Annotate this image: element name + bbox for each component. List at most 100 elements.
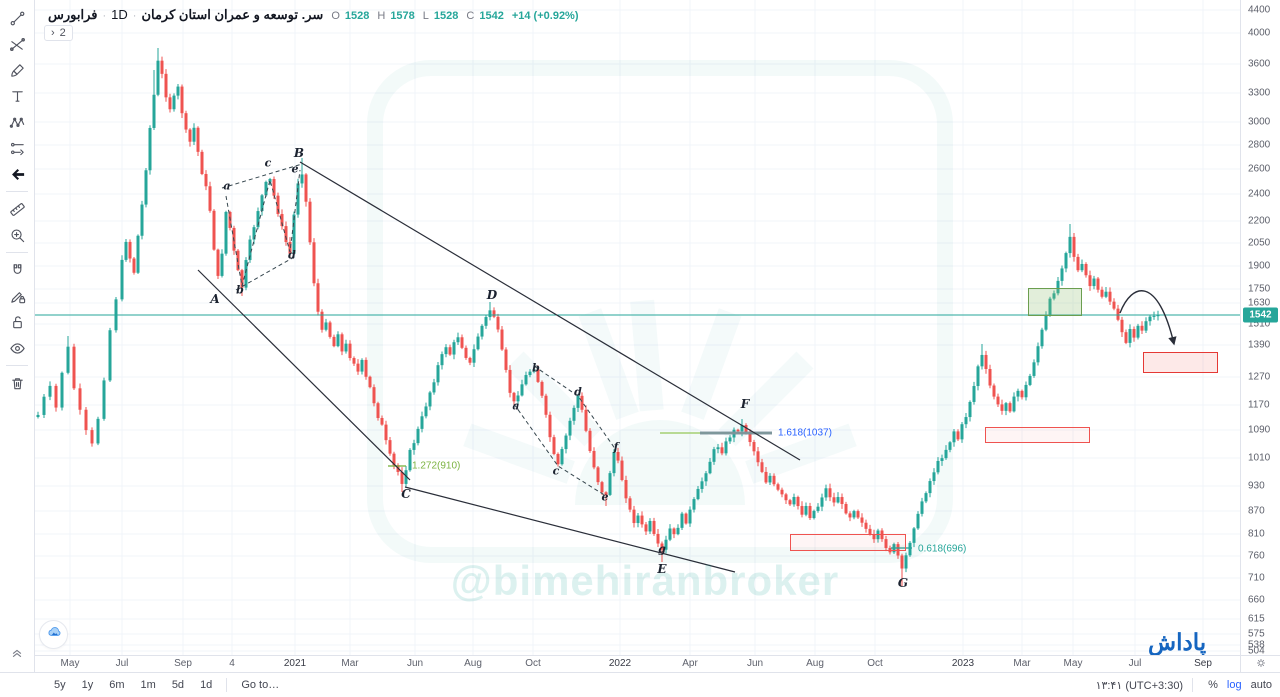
- time-tick: 2021: [283, 658, 307, 669]
- indicators-collapsed-chip[interactable]: › 2: [44, 25, 73, 41]
- price-tick: 3000: [1248, 116, 1271, 128]
- time-tick: May: [60, 658, 80, 669]
- padash-logo: پاداش: [1148, 629, 1207, 655]
- fib-tools-icon[interactable]: [3, 31, 31, 57]
- change-value: +14 (+0.92%): [511, 10, 579, 22]
- toolbar-divider: [6, 252, 28, 253]
- price-tick: 615: [1248, 613, 1265, 625]
- price-axis[interactable]: 4400 4000 3600 3300 3000 2800 2600 2400 2200 2050…: [1240, 0, 1280, 657]
- price-tick: 1270: [1248, 371, 1271, 383]
- price-tick: 1170: [1248, 399, 1270, 411]
- open-label: O: [331, 10, 340, 22]
- gear-icon[interactable]: [1255, 656, 1267, 674]
- price-tick: 810: [1248, 528, 1265, 540]
- text-tool-icon[interactable]: [3, 83, 31, 109]
- arrow-tool-icon[interactable]: [3, 161, 31, 187]
- range-button-1d[interactable]: 1d: [200, 679, 213, 691]
- price-tick: 504: [1248, 645, 1265, 657]
- range-button-1m[interactable]: 1m: [140, 679, 156, 691]
- time-axis[interactable]: May Jul Sep 4 2021 Mar Jun Aug Oct 2022 Apr Jun Aug O…: [0, 655, 1240, 673]
- price-tick: 2400: [1248, 188, 1271, 200]
- time-tick: 2022: [608, 658, 632, 669]
- divider: [1192, 678, 1194, 692]
- range-button-6m[interactable]: 6m: [109, 679, 125, 691]
- ruler-icon[interactable]: [3, 196, 31, 222]
- time-tick: Jul: [115, 658, 129, 669]
- price-tick: 3600: [1248, 58, 1271, 70]
- price-tick: 1630: [1248, 297, 1271, 309]
- time-tick: Mar: [341, 658, 359, 669]
- timeframe-label[interactable]: 1D: [111, 7, 128, 22]
- cloud-icon: [46, 624, 62, 645]
- symbol-legend: فرابورس · 1D · سر. توسعه و عمران استان ک…: [48, 7, 579, 23]
- percent-scale-button[interactable]: %: [1208, 679, 1218, 691]
- zoom-in-icon[interactable]: [3, 222, 31, 248]
- price-tick: 4400: [1248, 4, 1271, 16]
- time-tick: Aug: [464, 658, 482, 669]
- time-tick: Aug: [806, 658, 824, 669]
- time-tick: 4: [229, 658, 235, 669]
- low-label: L: [422, 10, 429, 22]
- lock-drawings-icon[interactable]: [3, 309, 31, 335]
- time-tick: 2023: [951, 658, 975, 669]
- price-tick: 2800: [1248, 139, 1271, 151]
- candlestick-chart-canvas[interactable]: [0, 0, 1280, 655]
- price-tick: 710: [1248, 572, 1265, 584]
- time-tick: Oct: [867, 658, 883, 669]
- time-tick: Jun: [406, 658, 424, 669]
- range-button-5y[interactable]: 5y: [54, 679, 66, 691]
- legend-separator: ·: [102, 10, 107, 22]
- price-tick: 870: [1248, 505, 1265, 517]
- time-tick: Jun: [746, 658, 764, 669]
- magnet-icon[interactable]: [3, 257, 31, 283]
- price-tick: 3300: [1248, 87, 1271, 99]
- go-to-date-button[interactable]: Go to…: [241, 679, 280, 691]
- collapsed-count: 2: [59, 27, 66, 39]
- axis-settings-corner[interactable]: [1240, 655, 1280, 673]
- toolbar-divider: [6, 191, 28, 192]
- bottom-toolbar: 5y 1y 6m 1m 5d 1d Go to… ۱۳:۴۱ (UTC+3:30) % l…: [0, 672, 1280, 697]
- price-tick: 538: [1248, 639, 1265, 651]
- price-tick: 2050: [1248, 237, 1271, 249]
- price-tick: 4000: [1248, 27, 1271, 39]
- symbol-name[interactable]: سر. توسعه و عمران استان کرمان: [141, 7, 324, 22]
- clock[interactable]: ۱۳:۴۱ (UTC+3:30): [1095, 679, 1184, 692]
- low-value: 1528: [433, 10, 459, 22]
- time-tick: Sep: [1194, 658, 1212, 669]
- price-tick: 1900: [1248, 260, 1271, 272]
- price-tick: 1750: [1248, 283, 1271, 295]
- log-scale-button[interactable]: log: [1226, 679, 1242, 691]
- range-button-5d[interactable]: 5d: [171, 679, 185, 691]
- time-tick: Jul: [1128, 658, 1142, 669]
- time-tick: Oct: [525, 658, 541, 669]
- close-label: C: [466, 10, 475, 22]
- time-tick: Apr: [682, 658, 698, 669]
- cloud-share-button[interactable]: [39, 620, 68, 649]
- stay-in-drawing-mode-icon[interactable]: [3, 283, 31, 309]
- exchange-name[interactable]: فرابورس: [48, 7, 98, 22]
- range-button-1y[interactable]: 1y: [81, 679, 94, 691]
- divider: [226, 678, 228, 692]
- trendline-tool-icon[interactable]: [3, 5, 31, 31]
- price-tick: 1010: [1248, 452, 1271, 464]
- price-tick: 930: [1248, 480, 1265, 492]
- last-price-badge: 1542: [1243, 307, 1278, 323]
- remove-drawings-icon[interactable]: [3, 370, 31, 396]
- forecast-tool-icon[interactable]: [3, 135, 31, 161]
- collapse-toolbar-button[interactable]: [10, 645, 24, 664]
- broker-watermark: @bimehiranbroker: [450, 557, 840, 604]
- time-tick: Mar: [1013, 658, 1031, 669]
- brush-icon[interactable]: [3, 57, 31, 83]
- price-tick: 760: [1248, 550, 1265, 562]
- drawing-toolbar: [0, 0, 35, 672]
- auto-scale-button[interactable]: auto: [1250, 679, 1272, 691]
- hide-drawings-icon[interactable]: [3, 335, 31, 361]
- price-tick: 1090: [1248, 424, 1271, 436]
- xabcd-pattern-icon[interactable]: [3, 109, 31, 135]
- price-tick: 1510: [1248, 318, 1271, 330]
- close-value: 1542: [479, 10, 504, 22]
- time-tick: Sep: [174, 658, 192, 669]
- toolbar-divider: [6, 365, 28, 366]
- range-buttons: 5y 1y 6m 1m 5d 1d Go to…: [46, 677, 287, 693]
